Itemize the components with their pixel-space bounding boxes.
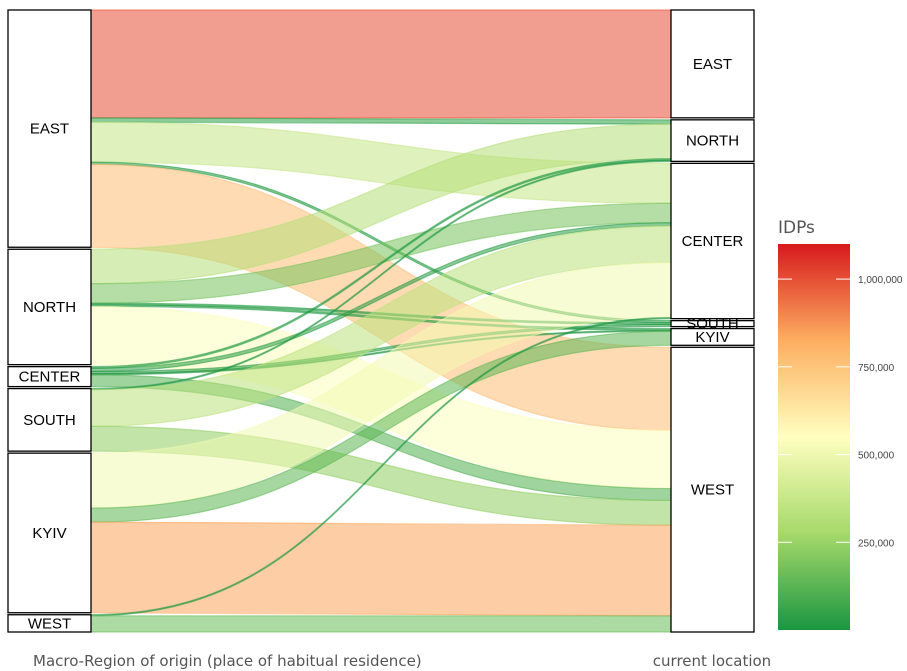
current-node-east [670, 9, 755, 119]
origin-node-center [7, 365, 92, 388]
current-node-kyiv [670, 327, 755, 346]
origin-node-north [7, 248, 92, 366]
color-legend: IDPs 250,000 500,000 750,000 1,000,000 [778, 218, 903, 630]
origin-node-south [7, 387, 92, 452]
current-node-label-north: NORTH [686, 133, 739, 150]
legend-tick-label: 750,000 [858, 363, 895, 374]
legend-colorbar [778, 244, 850, 630]
current-node-label-east: EAST [693, 56, 732, 73]
legend-title: IDPs [778, 218, 815, 238]
nodes-layer: EAST NORTH CENTER SOUTH KYIV WEST EAST NORTH CEN… [7, 9, 755, 633]
origin-node-east [7, 9, 92, 248]
origin-node-label-kyiv: KYIV [32, 525, 66, 542]
origin-node-label-west: WEST [28, 615, 71, 632]
origin-node-label-center: CENTER [19, 369, 81, 386]
origin-node-west [7, 614, 92, 633]
origin-node-label-east: EAST [30, 121, 69, 138]
origin-node-label-north: NORTH [23, 299, 76, 316]
flow-kyiv-to-west [90, 521, 672, 617]
flow-west-to-west [90, 615, 672, 633]
current-node-center [670, 162, 755, 320]
current-node-north [670, 119, 755, 163]
legend-tick-label: 500,000 [858, 451, 895, 462]
current-node-label-center: CENTER [682, 233, 744, 250]
origin-node-label-south: SOUTH [23, 412, 76, 429]
legend-tick-label: 1,000,000 [858, 275, 903, 286]
origin-node-kyiv [7, 452, 92, 614]
current-node-label-west: WEST [691, 482, 734, 499]
x-axis-label-left: Macro-Region of origin (place of habitua… [33, 652, 422, 670]
legend-tick-label: 250,000 [858, 538, 895, 549]
flows-layer [90, 9, 672, 633]
x-axis-label-right: current location [653, 652, 771, 670]
current-node-south [670, 320, 755, 328]
current-node-label-kyiv: KYIV [695, 329, 729, 346]
flow-east-to-east [90, 9, 672, 119]
current-node-west [670, 346, 755, 633]
